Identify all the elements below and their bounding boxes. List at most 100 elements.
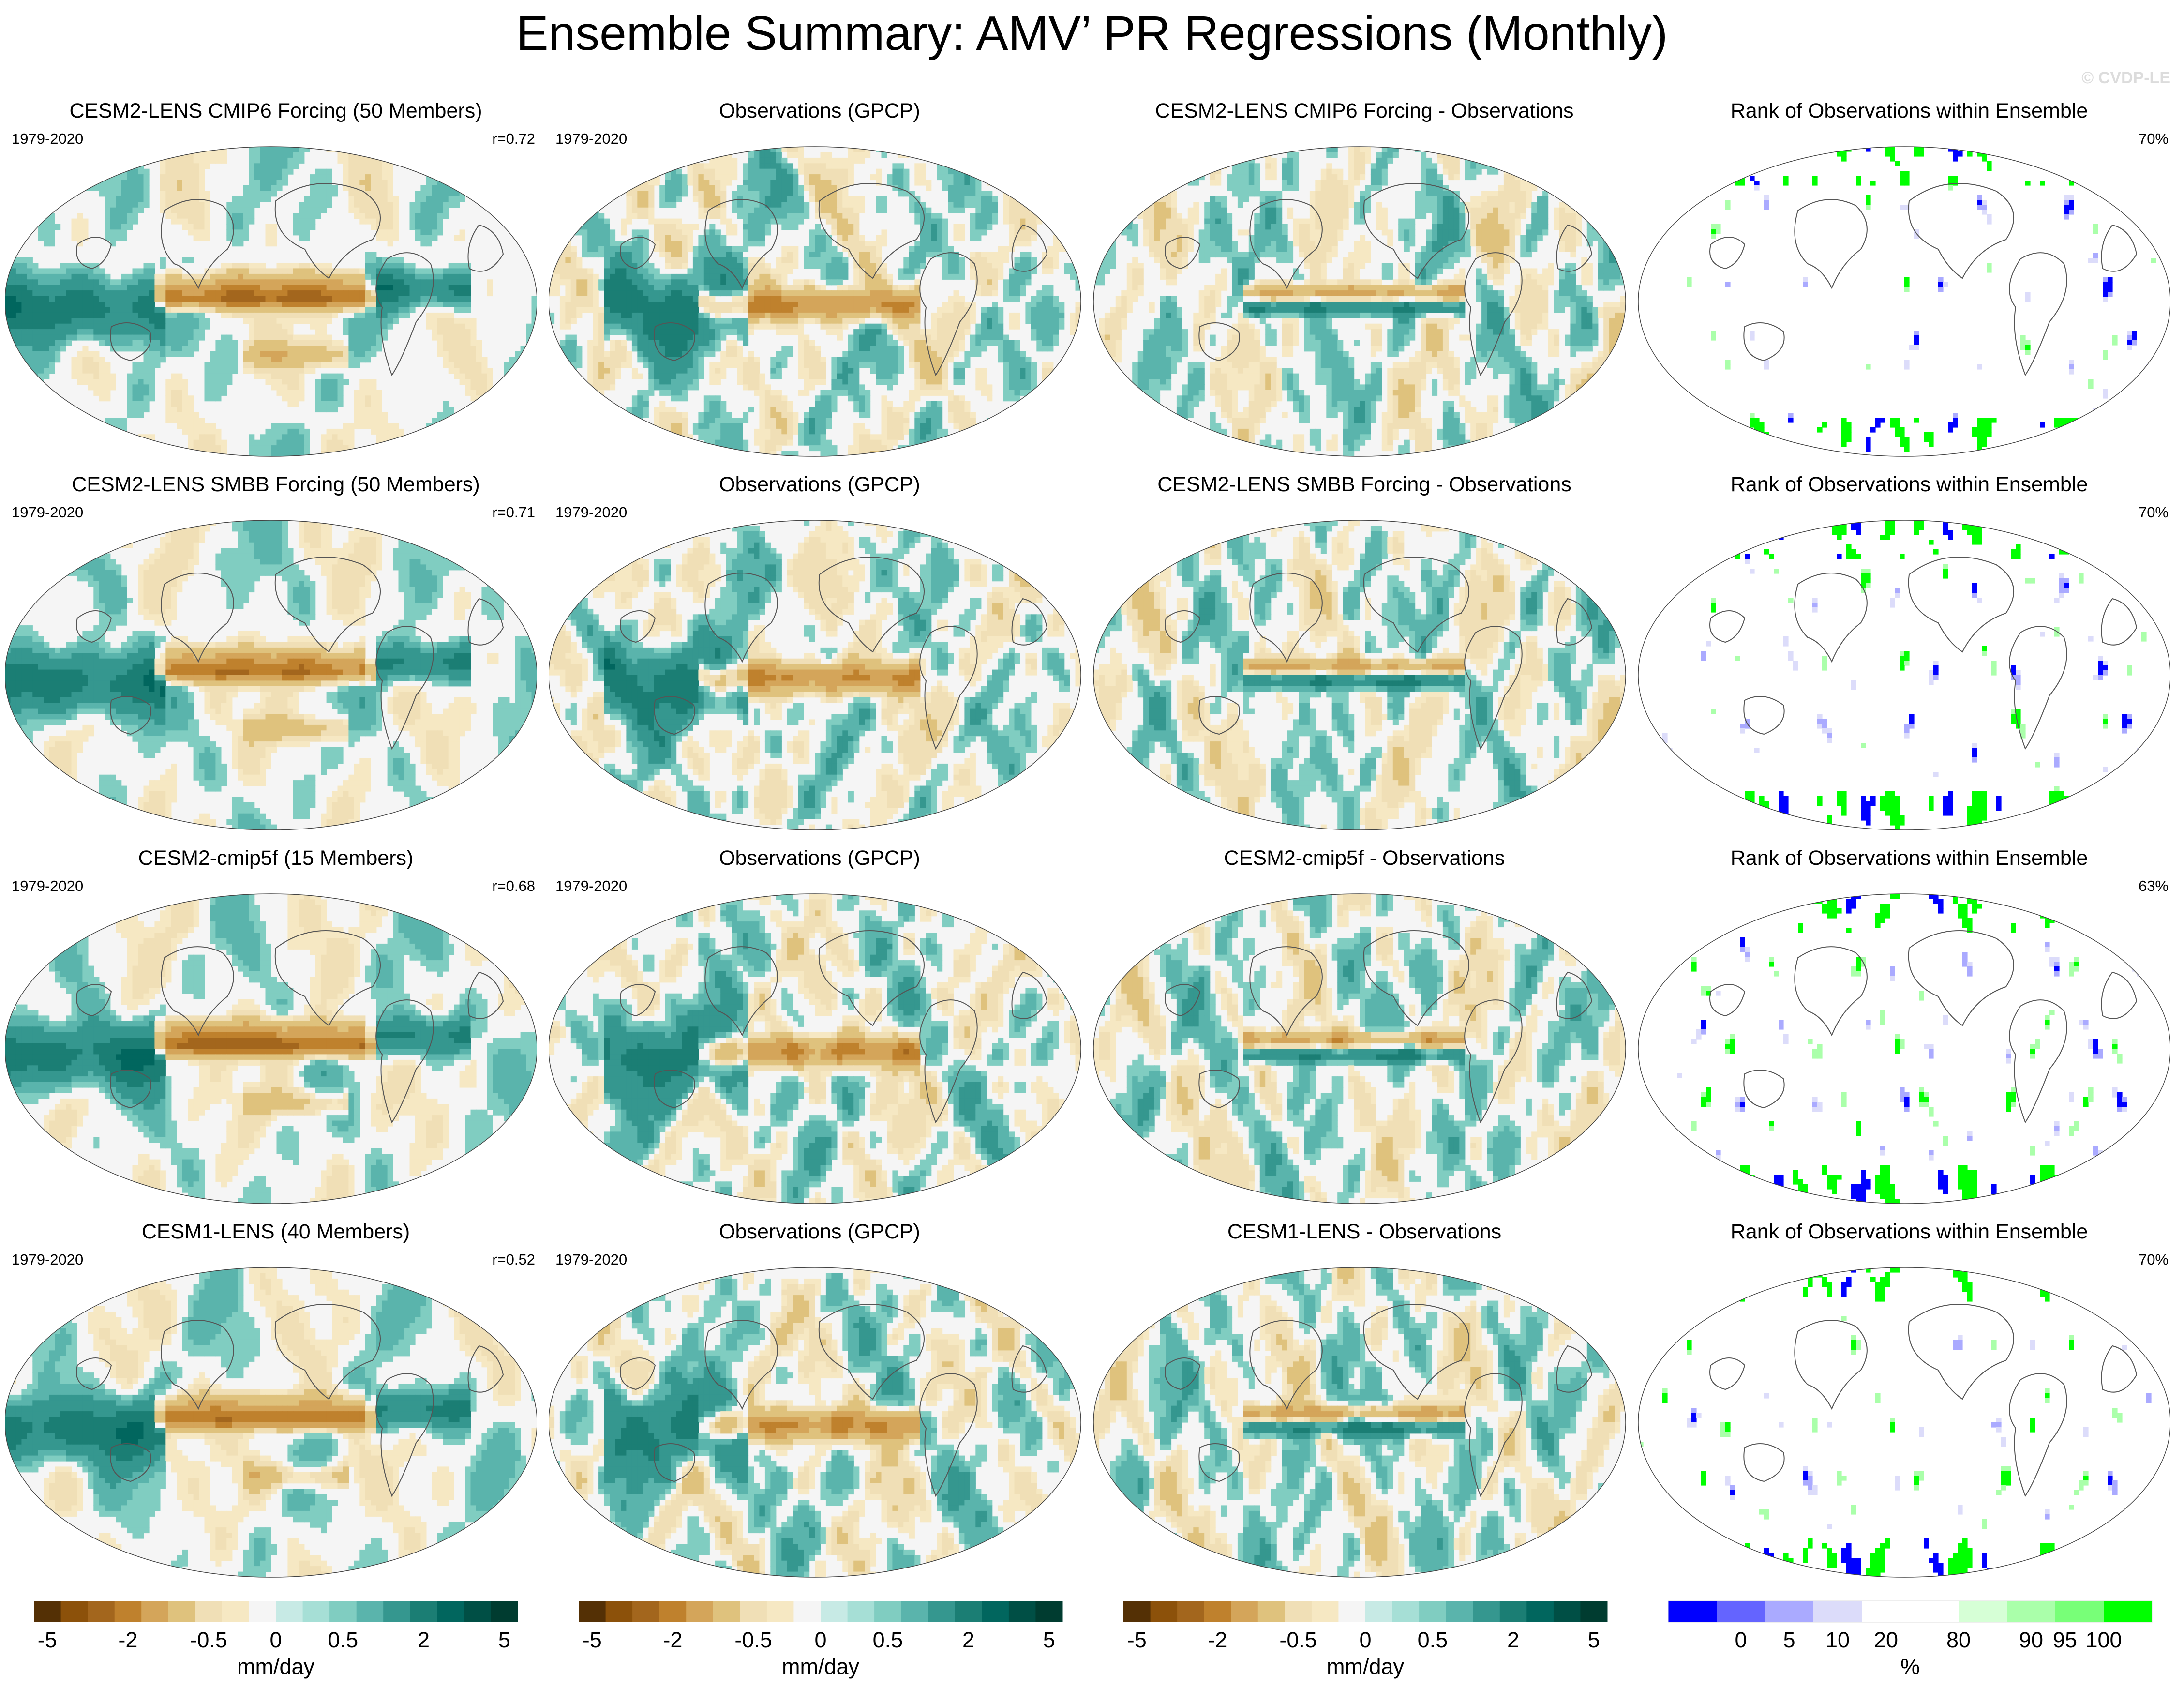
map-field xyxy=(549,147,1081,457)
period-label: 1979-2020 xyxy=(12,504,83,521)
colorbar-label: mm/day xyxy=(1123,1654,1607,1679)
colorbar-bin xyxy=(437,1601,464,1622)
colorbar-bin xyxy=(168,1601,195,1622)
period-label: 1979-2020 xyxy=(12,1251,83,1268)
colorbar-bin xyxy=(276,1601,303,1622)
colorbar-bin xyxy=(1500,1601,1527,1622)
panel-title: Observations (GPCP) xyxy=(549,99,1091,123)
colorbar-bin xyxy=(195,1601,222,1622)
map-field xyxy=(1093,894,1626,1204)
colorbar-tick: 5 xyxy=(1588,1628,1600,1651)
colorbar-bin xyxy=(1151,1601,1178,1622)
panel-model-row-4: CESM1-LENS (40 Members) 1979-2020 r=0.52 xyxy=(5,1220,547,1594)
panel-title: CESM2-LENS CMIP6 Forcing - Observations xyxy=(1093,99,1635,123)
panel-title: CESM2-LENS CMIP6 Forcing (50 Members) xyxy=(5,99,547,123)
panel-difference-row-2: CESM2-LENS SMBB Forcing - Observations xyxy=(1093,473,1635,846)
colorbar-bin xyxy=(491,1601,518,1622)
period-label: 1979-2020 xyxy=(12,877,83,895)
colorbar-bin xyxy=(928,1601,955,1622)
map-field xyxy=(5,147,537,457)
colorbar-bin xyxy=(1580,1601,1607,1622)
panel-title: Rank of Observations within Ensemble xyxy=(1638,1220,2180,1244)
colorbar-bin xyxy=(222,1601,249,1622)
colorbar-bin xyxy=(686,1601,713,1622)
rank-percent: 70% xyxy=(2139,1251,2169,1268)
colorbar-bin xyxy=(1526,1601,1554,1622)
colorbar-bin xyxy=(740,1601,767,1622)
map-field xyxy=(549,520,1081,830)
panel-model-row-1: CESM2-LENS CMIP6 Forcing (50 Members) 197… xyxy=(5,99,547,473)
map-field xyxy=(1093,1267,1626,1578)
colorbar-bin xyxy=(61,1601,88,1622)
map-field xyxy=(549,1267,1081,1578)
panel-title: Rank of Observations within Ensemble xyxy=(1638,846,2180,870)
colorbar-bin xyxy=(1177,1601,1204,1622)
colorbar-tick: -2 xyxy=(1208,1628,1227,1651)
colorbar-tick: 10 xyxy=(1825,1628,1850,1651)
map-difference xyxy=(1093,473,1626,832)
pattern-correlation: r=0.52 xyxy=(492,1251,535,1268)
colorbar-tick: 5 xyxy=(1043,1628,1055,1651)
colorbar-bin xyxy=(464,1601,491,1622)
colorbar-tick: 0.5 xyxy=(873,1628,903,1651)
map-rank xyxy=(1638,473,2170,832)
map-model xyxy=(5,846,537,1206)
colorbar-bin xyxy=(1959,1601,2007,1622)
colorbar-bin xyxy=(357,1601,384,1622)
map-model xyxy=(5,473,537,832)
panel-title: CESM1-LENS - Observations xyxy=(1093,1220,1635,1244)
colorbar-tick: 0.5 xyxy=(328,1628,359,1651)
map-field xyxy=(1093,520,1626,830)
colorbar-tick: -5 xyxy=(1127,1628,1147,1651)
panel-difference-row-4: CESM1-LENS - Observations xyxy=(1093,1220,1635,1594)
colorbar-bin xyxy=(579,1601,606,1622)
map-field xyxy=(5,1267,537,1578)
rank-percent: 70% xyxy=(2139,504,2169,521)
colorbar-bin xyxy=(955,1601,982,1622)
colorbar-bin xyxy=(34,1601,61,1622)
colorbar-tick: -0.5 xyxy=(734,1628,772,1651)
figure-title: Ensemble Summary: AMV’ PR Regressions (M… xyxy=(0,6,2184,61)
colorbar-bin xyxy=(606,1601,633,1622)
map-field xyxy=(1638,894,2170,1204)
period-label: 1979-2020 xyxy=(12,130,83,148)
period-label: 1979-2020 xyxy=(555,1251,627,1268)
copyright-watermark: © CVDP-LE xyxy=(2081,69,2170,88)
colorbar-tick: 5 xyxy=(498,1628,510,1651)
colorbar-tick: 2 xyxy=(418,1628,430,1651)
panel-title: CESM1-LENS (40 Members) xyxy=(5,1220,547,1244)
colorbar-bin xyxy=(1554,1601,1581,1622)
colorbar-bin xyxy=(1231,1601,1258,1622)
colorbar-tick: -5 xyxy=(583,1628,602,1651)
map-model xyxy=(5,1220,537,1579)
period-label: 1979-2020 xyxy=(555,504,627,521)
colorbar-tick: -0.5 xyxy=(1279,1628,1317,1651)
map-observations xyxy=(549,99,1081,458)
map-field xyxy=(5,520,537,830)
colorbar-label: mm/day xyxy=(34,1654,518,1679)
panel-observations-row-4: Observations (GPCP)1979-2020 xyxy=(549,1220,1091,1594)
colorbar-tick: 80 xyxy=(1946,1628,1971,1651)
panel-title: Observations (GPCP) xyxy=(549,473,1091,497)
colorbar-bin xyxy=(848,1601,875,1622)
colorbar-bin xyxy=(329,1601,357,1622)
map-rank xyxy=(1638,1220,2170,1579)
colorbar-bin xyxy=(1204,1601,1231,1622)
colorbar-tick: 0 xyxy=(1735,1628,1747,1651)
colorbar-bin xyxy=(1338,1601,1365,1622)
period-label: 1979-2020 xyxy=(555,130,627,148)
panel-title: CESM2-LENS SMBB Forcing (50 Members) xyxy=(5,473,547,497)
colorbar-tick: 90 xyxy=(2019,1628,2043,1651)
colorbar-bin xyxy=(821,1601,848,1622)
colorbar-bin xyxy=(1123,1601,1151,1622)
colorbar-bin xyxy=(1392,1601,1420,1622)
panel-observations-row-2: Observations (GPCP) 1979-2020 xyxy=(549,473,1091,846)
map-difference xyxy=(1093,846,1626,1206)
